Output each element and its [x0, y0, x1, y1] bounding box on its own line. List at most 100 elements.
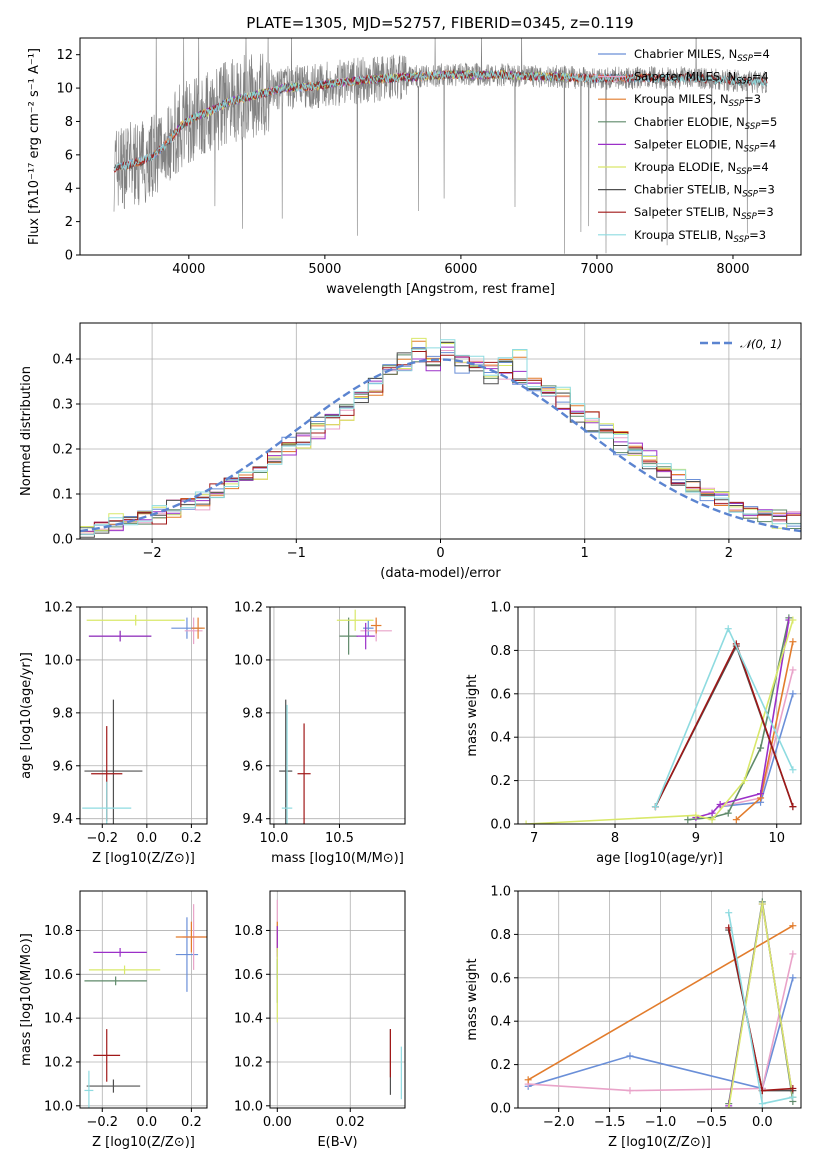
- y-tick-label: 0.4: [490, 731, 511, 746]
- chart-age-vs-Z: −0.2 0.0 0.2 9.4 9.6 9.8 10.0 10.2 Z [log10(Z/Z⊙…: [19, 601, 208, 866]
- weight-series-line: [695, 619, 790, 819]
- legend-text: =4: [752, 160, 769, 174]
- y-axis-label: Normed distribution: [19, 366, 34, 496]
- x-tick-label: −1: [287, 546, 306, 561]
- legend-text: =3: [757, 205, 774, 219]
- y-tick-label: 10.8: [234, 924, 263, 939]
- y-tick-label: 0.8: [490, 644, 511, 659]
- y-axis-label: mass weight: [465, 958, 480, 1040]
- legend-entry: Chabrier ELODIE, NSSP=5: [634, 115, 777, 132]
- x-tick-label: 7000: [580, 262, 613, 277]
- legend-text: Chabrier MILES, N: [634, 47, 737, 61]
- plot-area: [276, 899, 402, 1100]
- plot-area: [522, 614, 797, 824]
- y-tick-label: 1.0: [490, 601, 511, 616]
- y-tick-label: 9.8: [242, 706, 263, 721]
- y-tick-label: 0.0: [52, 533, 73, 548]
- x-tick-label: 10: [768, 831, 785, 846]
- y-tick-label: 10.6: [234, 968, 263, 983]
- y-tick-label: 0.4: [52, 353, 73, 368]
- y-tick-label: 9.6: [52, 759, 73, 774]
- legend-entry: Salpeter STELIB, NSSP=3: [634, 205, 774, 222]
- weight-series-line: [727, 927, 793, 1092]
- legend-subscript: SSP: [734, 235, 750, 245]
- y-tick-label: 10.6: [44, 968, 73, 983]
- model-spectrum-line: [113, 69, 768, 172]
- x-tick-label: 5000: [308, 262, 341, 277]
- x-axis-label: Z [log10(Z/Z⊙)]: [608, 1135, 711, 1150]
- x-tick-label: 4000: [172, 262, 205, 277]
- y-axis-label: age [log10(age/yr)]: [19, 652, 34, 779]
- axes-frame: [79, 606, 208, 825]
- legend-entry: Salpeter ELODIE, NSSP=4: [634, 137, 776, 154]
- axes-frame: [269, 606, 406, 825]
- plot-area: [84, 904, 207, 1108]
- axes-frame: [517, 606, 802, 825]
- y-tick-label: 0.2: [52, 443, 73, 458]
- y-tick-label: 10.0: [44, 1099, 73, 1114]
- y-tick-label: 0.4: [490, 1015, 511, 1030]
- x-tick-label: 0.00: [263, 1115, 292, 1130]
- histogram-series: [80, 341, 801, 538]
- axes-frame: [79, 37, 802, 256]
- y-tick-label: 1.0: [490, 885, 511, 900]
- legend-entry: Kroupa ELODIE, NSSP=4: [634, 160, 769, 177]
- histogram-series: [80, 351, 801, 535]
- x-tick-label: 7: [530, 831, 538, 846]
- chart-mass-vs-Z: −0.2 0.0 0.2 10.0 10.2 10.4 10.6 10.8 Z [log10(Z…: [19, 890, 208, 1150]
- legend-text: =4: [753, 47, 770, 61]
- y-tick-label: 0.3: [52, 398, 73, 413]
- legend-entry: Salpeter MILES, NSSP=4: [634, 70, 769, 87]
- y-tick-label: 6: [65, 148, 73, 163]
- legend-entry: Kroupa STELIB, NSSP=3: [634, 228, 766, 245]
- y-tick-label: 9.6: [242, 759, 263, 774]
- legend-subscript: SSP: [729, 99, 745, 109]
- legend-text: Chabrier STELIB, N: [634, 183, 742, 197]
- plots-layer: 4000 5000 6000 7000 8000024681012wavelength …: [19, 37, 802, 1150]
- y-tick-label: 10.2: [234, 1055, 263, 1070]
- axes-frame: [79, 322, 802, 540]
- legend-subscript: SSP: [745, 122, 761, 132]
- x-tick-label: −0.2: [86, 1115, 118, 1130]
- legend-subscript: SSP: [736, 167, 752, 177]
- x-tick-label: 0.0: [136, 831, 157, 846]
- chart-residuals: −2 −1 0 1 2 0.0 0.1 0.2 0.3 0.4 (data-model)/error…: [19, 322, 802, 581]
- legend-subscript: SSP: [736, 77, 752, 87]
- x-axis-label: Z [log10(Z/Z⊙)]: [92, 851, 195, 866]
- legend-text: Salpeter MILES, N: [634, 70, 736, 84]
- legend-subscript: SSP: [737, 54, 753, 64]
- x-tick-label: −2: [143, 546, 162, 561]
- legend-text: Kroupa STELIB, N: [634, 228, 734, 242]
- y-tick-label: 10.4: [234, 1012, 263, 1027]
- y-tick-label: 10: [56, 82, 73, 97]
- y-tick-label: 10.0: [234, 653, 263, 668]
- x-tick-label: −0.2: [86, 831, 118, 846]
- chart-mass-weight-vs-Z: −2.0 −1.5 −1.0 −0.5 0.0 0.0 0.2 0.4 0.6 0.8 1.0 Z […: [465, 885, 802, 1150]
- legend-text: =4: [752, 70, 769, 84]
- legend-text: =5: [760, 115, 777, 129]
- x-tick-label: −2.0: [543, 1115, 575, 1130]
- legend-text: =4: [759, 137, 776, 151]
- y-tick-label: 10.2: [44, 1055, 73, 1070]
- x-tick-label: 2: [725, 546, 733, 561]
- x-axis-label: Z [log10(Z/Z⊙)]: [92, 1135, 195, 1150]
- y-tick-label: 4: [65, 182, 73, 197]
- x-tick-label: 1: [581, 546, 589, 561]
- x-tick-label: 6000: [444, 262, 477, 277]
- weight-series-line: [527, 925, 794, 1081]
- y-tick-label: 10.2: [234, 601, 263, 616]
- x-tick-label: 8000: [716, 262, 749, 277]
- legend-entry: 𝒩(0, 1): [740, 337, 782, 351]
- legend-text: Salpeter STELIB, N: [634, 205, 741, 219]
- x-tick-label: 10.0: [259, 831, 288, 846]
- y-axis-label: mass [log10(M/M⊙)]: [19, 933, 34, 1066]
- y-tick-label: 9.4: [242, 812, 263, 827]
- y-tick-label: 0: [65, 249, 73, 264]
- chart-spectrum: 4000 5000 6000 7000 8000 0 2 4 6 8 10 12 wavelength …: [27, 37, 802, 297]
- x-tick-label: 10.5: [325, 831, 354, 846]
- legend-text: =3: [744, 92, 761, 106]
- x-axis-label: age [log10(age/yr)]: [596, 851, 723, 866]
- axes-frame: [79, 890, 208, 1109]
- normal-curve: [80, 358, 801, 533]
